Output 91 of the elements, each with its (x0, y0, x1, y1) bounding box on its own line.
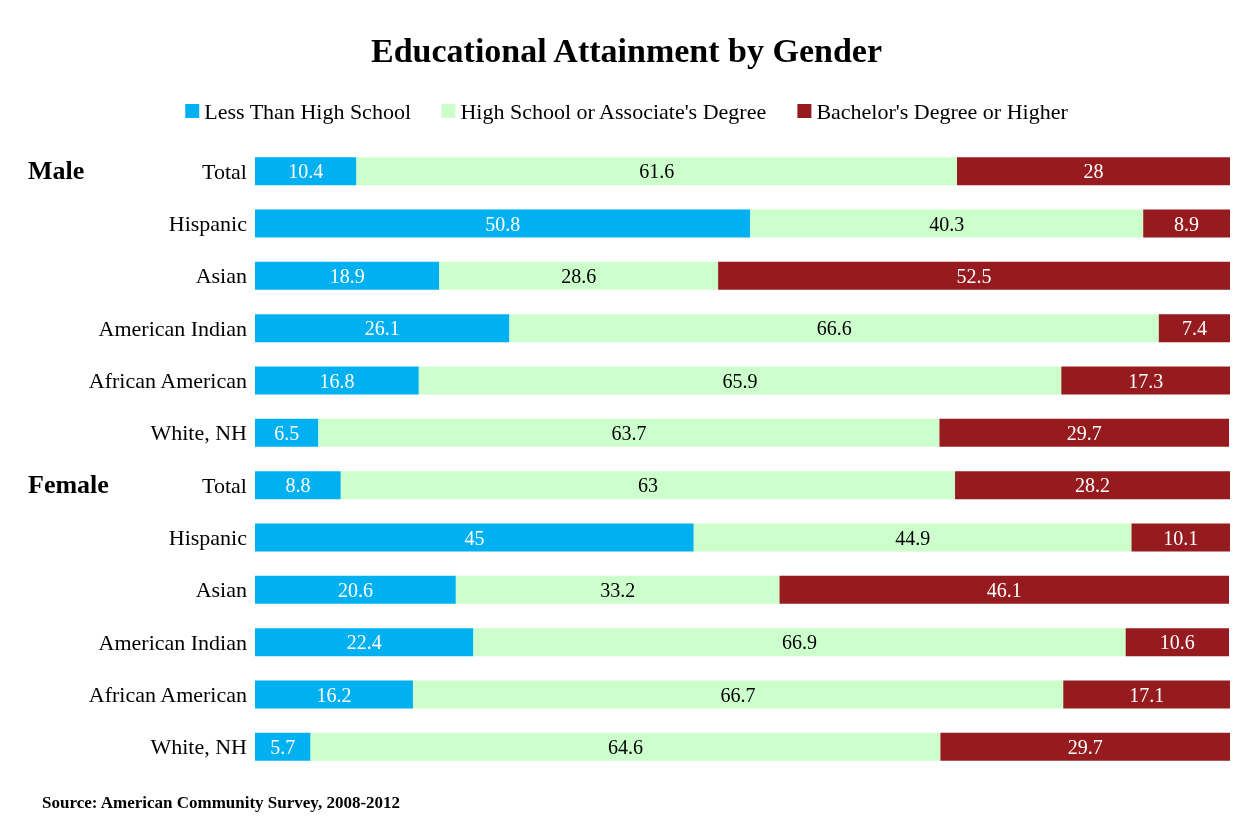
y-tick-label: Hispanic (168, 525, 248, 550)
data-label: 8.8 (285, 474, 311, 497)
data-label: 45 (464, 526, 485, 549)
data-label: 10.4 (288, 160, 324, 183)
data-label: 52.5 (956, 264, 992, 287)
bar (473, 628, 1126, 657)
data-label: 66.7 (720, 683, 756, 706)
data-label: 61.6 (639, 160, 675, 183)
bar (779, 575, 1230, 604)
data-label: 44.9 (895, 526, 931, 549)
bar (439, 261, 719, 290)
chart-title: Educational Attainment by Gender (371, 31, 882, 69)
data-label: 17.1 (1129, 683, 1165, 706)
y-tick-label: African American (88, 368, 247, 393)
bar (939, 418, 1230, 447)
data-label: 20.6 (337, 578, 373, 601)
data-label: 6.5 (274, 421, 300, 444)
bar (1158, 314, 1230, 343)
y-tick-label: African American (88, 682, 247, 707)
data-label: 17.3 (1128, 369, 1164, 392)
bar (255, 732, 311, 761)
bar (255, 366, 419, 395)
data-label: 5.7 (270, 735, 296, 758)
y-tick-label: White, NH (150, 420, 248, 446)
y-tick-label: American Indian (98, 629, 247, 655)
data-label: 10.1 (1163, 526, 1199, 549)
bar (940, 732, 1230, 761)
bar (255, 680, 413, 709)
legend-label: Bachelor's Degree or Higher (816, 98, 1069, 124)
text: Female (28, 469, 109, 499)
data-label: 46.1 (986, 578, 1022, 601)
data-label: 8.9 (1174, 212, 1200, 235)
data-label: 50.8 (485, 212, 521, 235)
data-label: 65.9 (722, 369, 758, 392)
bar (1143, 209, 1230, 238)
legend-label: Less Than High School (204, 98, 411, 124)
data-label: 7.4 (1181, 317, 1207, 340)
bar (310, 732, 941, 761)
bar (255, 157, 357, 186)
data-label: 66.6 (816, 317, 852, 340)
data-label: 63 (637, 474, 658, 497)
y-tick-label: Asian (195, 263, 247, 289)
bar (255, 418, 319, 447)
data-label: 10.6 (1159, 631, 1195, 654)
bar (340, 471, 956, 500)
bar (1131, 523, 1230, 552)
data-label: 28.2 (1075, 474, 1111, 497)
data-label: 22.4 (346, 631, 382, 654)
bar (255, 628, 474, 657)
bar (750, 209, 1144, 238)
legend-label: High School or Associate's Degree (460, 98, 767, 124)
source-note: Source: American Community Survey, 2008-2012 (42, 793, 401, 812)
data-label: 16.2 (316, 683, 352, 706)
data-label: 33.2 (600, 578, 636, 601)
data-label: 29.7 (1067, 735, 1103, 758)
data-label: 64.6 (608, 735, 643, 758)
data-label: 66.9 (782, 631, 818, 654)
bar (255, 471, 341, 500)
bar (255, 575, 456, 604)
text: Male (28, 155, 85, 185)
y-tick-label: Asian (195, 577, 247, 603)
bar (318, 418, 940, 447)
bar (455, 575, 780, 604)
bar (356, 157, 957, 186)
data-label: 40.3 (929, 212, 965, 235)
data-label: 26.1 (364, 317, 400, 340)
bar (1061, 366, 1230, 395)
y-tick-label: Total (202, 472, 247, 498)
data-label: 29.7 (1066, 421, 1102, 444)
data-label: 28 (1083, 160, 1104, 183)
bar (255, 209, 751, 238)
data-label: 63.7 (611, 421, 647, 444)
bar (509, 314, 1159, 343)
y-tick-label: Total (202, 158, 247, 184)
bar (255, 523, 694, 552)
y-tick-label: Hispanic (168, 211, 248, 236)
bar (1125, 628, 1230, 657)
data-label: 18.9 (329, 264, 365, 287)
bar (957, 157, 1230, 186)
bar (418, 366, 1062, 395)
bar (1063, 680, 1230, 709)
y-tick-label: American Indian (98, 315, 247, 341)
data-label: 28.6 (561, 264, 597, 287)
bar (412, 680, 1064, 709)
y-tick-label: White, NH (150, 734, 248, 760)
data-label: 16.8 (319, 369, 355, 392)
bar (718, 261, 1230, 290)
bar (955, 471, 1230, 500)
bar (693, 523, 1132, 552)
bar (255, 261, 440, 290)
bar (255, 314, 510, 343)
